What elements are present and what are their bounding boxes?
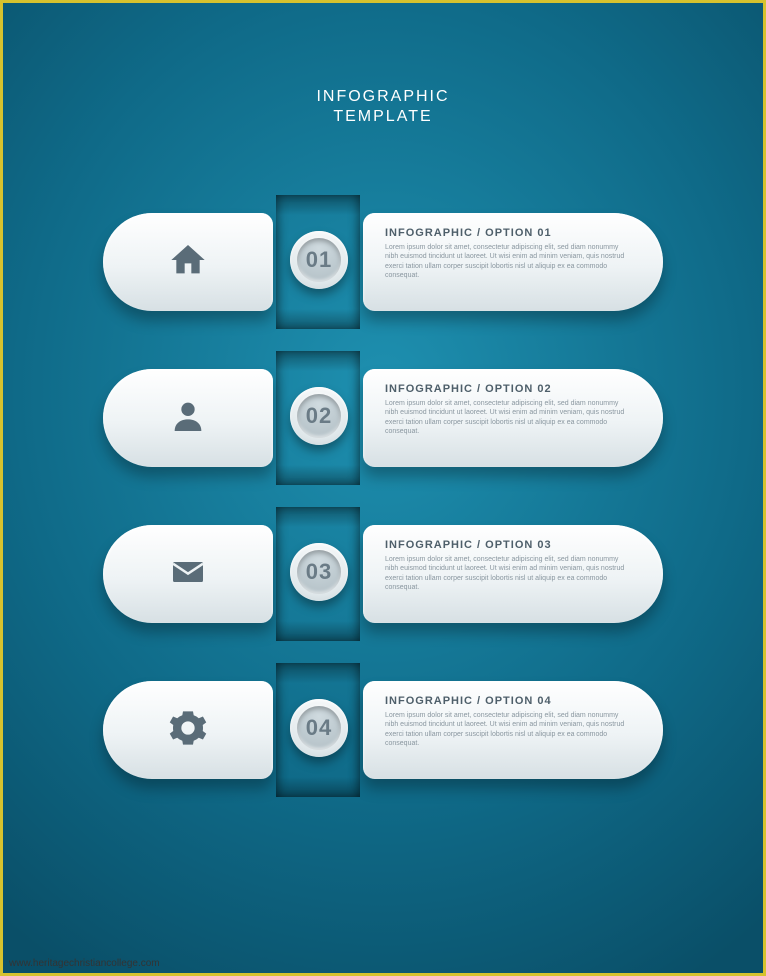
- option-row-03: 03 INFOGRAPHIC / OPTION 03 Lorem ipsum d…: [103, 525, 663, 623]
- option-title: INFOGRAPHIC / OPTION 03: [385, 539, 633, 551]
- option-icon-pill: [103, 525, 273, 623]
- option-text-pill: INFOGRAPHIC / OPTION 03 Lorem ipsum dolo…: [363, 525, 663, 623]
- home-icon: [168, 240, 208, 285]
- option-number: 03: [306, 559, 332, 585]
- option-row-04: 04 INFOGRAPHIC / OPTION 04 Lorem ipsum d…: [103, 681, 663, 779]
- person-icon: [168, 396, 208, 441]
- option-title: INFOGRAPHIC / OPTION 04: [385, 695, 633, 707]
- option-number: 01: [306, 247, 332, 273]
- gear-icon: [168, 708, 208, 753]
- option-body: Lorem ipsum dolor sit amet, consectetur …: [385, 555, 633, 593]
- infographic-frame: INFOGRAPHIC TEMPLATE 01 INFOGRAPHIC / OP…: [0, 0, 766, 976]
- option-text-pill: INFOGRAPHIC / OPTION 01 Lorem ipsum dolo…: [363, 213, 663, 311]
- option-text-pill: INFOGRAPHIC / OPTION 02 Lorem ipsum dolo…: [363, 369, 663, 467]
- watermark: www.heritagechristiancollege.com: [9, 958, 160, 969]
- number-circle: 01: [290, 231, 348, 289]
- option-rows: 01 INFOGRAPHIC / OPTION 01 Lorem ipsum d…: [3, 213, 763, 779]
- title-line-1: INFOGRAPHIC: [3, 88, 763, 106]
- option-icon-pill: [103, 681, 273, 779]
- option-number: 04: [306, 715, 332, 741]
- option-icon-pill: [103, 213, 273, 311]
- option-row-01: 01 INFOGRAPHIC / OPTION 01 Lorem ipsum d…: [103, 213, 663, 311]
- page-title: INFOGRAPHIC TEMPLATE: [3, 88, 763, 126]
- option-row-02: 02 INFOGRAPHIC / OPTION 02 Lorem ipsum d…: [103, 369, 663, 467]
- option-body: Lorem ipsum dolor sit amet, consectetur …: [385, 243, 633, 281]
- number-circle: 02: [290, 387, 348, 445]
- option-body: Lorem ipsum dolor sit amet, consectetur …: [385, 399, 633, 437]
- number-circle: 03: [290, 543, 348, 601]
- number-circle: 04: [290, 699, 348, 757]
- option-title: INFOGRAPHIC / OPTION 02: [385, 383, 633, 395]
- option-body: Lorem ipsum dolor sit amet, consectetur …: [385, 711, 633, 749]
- option-title: INFOGRAPHIC / OPTION 01: [385, 227, 633, 239]
- title-line-2: TEMPLATE: [3, 108, 763, 126]
- option-number: 02: [306, 403, 332, 429]
- option-icon-pill: [103, 369, 273, 467]
- option-text-pill: INFOGRAPHIC / OPTION 04 Lorem ipsum dolo…: [363, 681, 663, 779]
- mail-icon: [168, 552, 208, 597]
